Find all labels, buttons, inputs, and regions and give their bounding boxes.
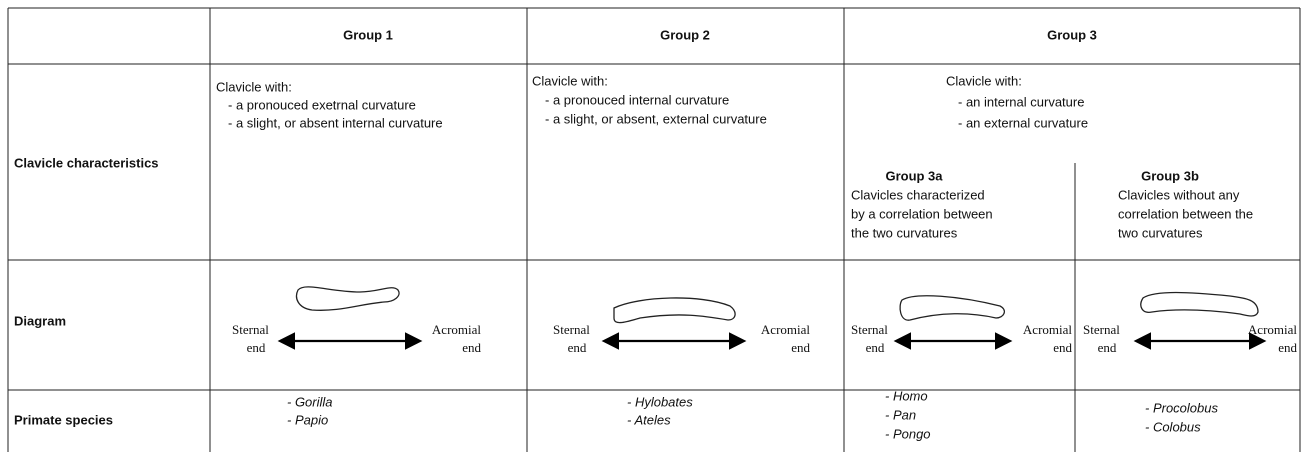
row-label: Clavicle characteristics [14,155,159,170]
acromial-label: end [791,340,810,355]
acromial-label: Acromial [1248,322,1297,337]
subgroup-text: by a correlation between [851,206,993,221]
sternal-label: Sternal [232,322,269,337]
sternal-label: Sternal [851,322,888,337]
species-name: - Ateles [627,412,671,427]
acromial-label: end [1278,340,1297,355]
species-name: - Gorilla [287,394,333,409]
intro-text: Clavicle with: [946,73,1022,88]
clavicle-shapes [295,286,1259,324]
column-header: Group 3 [1047,27,1097,42]
intro-text: Clavicle with: [532,73,608,88]
species-name: - Pongo [885,426,931,441]
subgroup-text: Clavicles without any [1118,187,1240,202]
item-text: - a pronouced exetrnal curvature [228,97,416,112]
species-name: - Procolobus [1145,400,1218,415]
row-label: Primate species [14,412,113,427]
species-name: - Hylobates [627,394,693,409]
subgroup-text: two curvatures [1118,225,1203,240]
species-name: - Homo [885,388,928,403]
subgroup-text: correlation between the [1118,206,1253,221]
sternal-label: end [568,340,587,355]
acromial-label: end [1053,340,1072,355]
acromial-label: Acromial [1023,322,1072,337]
subgroup-title: Group 3b [1141,168,1199,183]
species-name: - Papio [287,412,328,427]
item-text: - an internal curvature [958,94,1084,109]
item-text: - an external curvature [958,115,1088,130]
acromial-label: Acromial [761,322,810,337]
column-header: Group 1 [343,27,393,42]
sternal-label: end [866,340,885,355]
item-text: - a pronouced internal curvature [545,92,729,107]
subgroup-title: Group 3a [885,168,943,183]
subgroup-text: the two curvatures [851,225,958,240]
item-text: - a slight, or absent internal curvature [228,115,443,130]
item-text: - a slight, or absent, external curvatur… [545,111,767,126]
row-label: Diagram [14,313,66,328]
sternal-label: end [247,340,266,355]
sternal-label: Sternal [1083,322,1120,337]
intro-text: Clavicle with: [216,79,292,94]
species-name: - Pan [885,407,916,422]
table-rules [7,7,1301,452]
column-header: Group 2 [660,27,710,42]
species-name: - Colobus [1145,419,1201,434]
acromial-label: end [462,340,481,355]
subgroup-text: Clavicles characterized [851,187,985,202]
acromial-label: Acromial [432,322,481,337]
sternal-label: end [1098,340,1117,355]
sternal-label: Sternal [553,322,590,337]
